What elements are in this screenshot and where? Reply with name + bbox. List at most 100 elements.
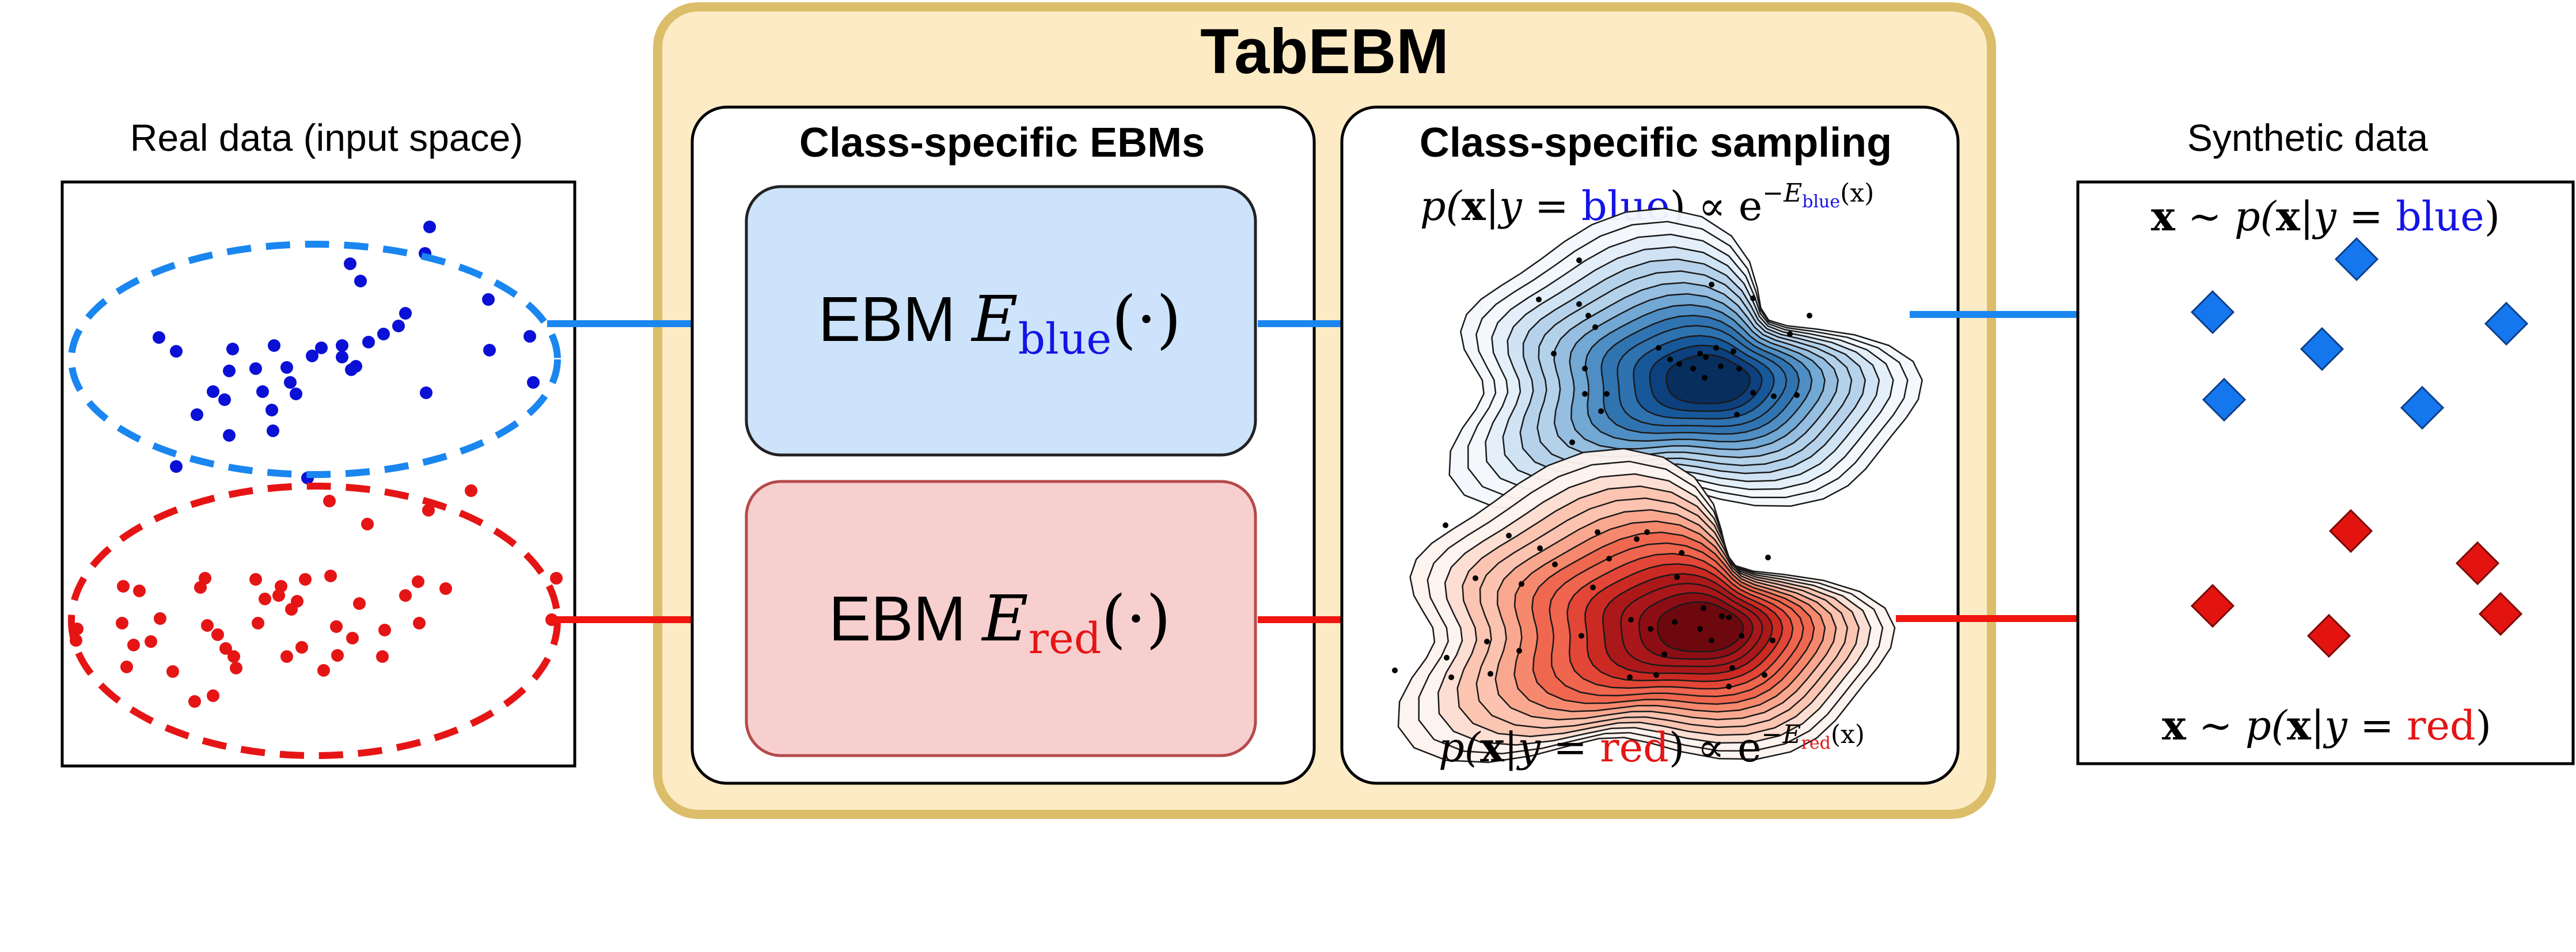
- red-density-samples: [1392, 522, 1775, 689]
- red-data-point: [227, 650, 240, 663]
- blue-data-point: [280, 361, 293, 374]
- red-data-point: [249, 573, 262, 586]
- red-data-point: [353, 597, 366, 610]
- blue-density-sample: [1656, 345, 1661, 351]
- blue-data-point: [399, 307, 412, 320]
- red-density-sample: [1648, 626, 1653, 632]
- red-data-point: [188, 695, 201, 708]
- blue-data-point: [483, 344, 496, 356]
- red-density-sample: [1590, 585, 1596, 590]
- red-density-sample: [1653, 672, 1659, 678]
- blue-data-point: [362, 336, 375, 348]
- blue-density-sample: [1569, 439, 1575, 445]
- blue-density-sample: [1667, 356, 1673, 362]
- red-density-sample: [1506, 533, 1512, 538]
- blue-density-sample: [1734, 412, 1740, 418]
- blue-data-point: [207, 385, 219, 398]
- blue-data-point: [153, 331, 165, 344]
- red-synthetic-diamond: [2306, 613, 2351, 658]
- red-data-point: [280, 650, 293, 663]
- blue-data-point: [267, 424, 279, 437]
- blue-data-point: [170, 460, 183, 473]
- red-density-sample: [1674, 574, 1680, 580]
- blue-data-point: [256, 385, 269, 398]
- red-density-sample: [1628, 617, 1634, 623]
- blue-data-point: [354, 275, 367, 287]
- red-data-point: [299, 573, 312, 586]
- density-contour: [1666, 354, 1751, 404]
- blue-density-sample: [1598, 408, 1604, 414]
- red-density-sample: [1679, 550, 1685, 556]
- red-density-sample: [1770, 638, 1775, 643]
- red-density-sample: [1762, 672, 1767, 678]
- synthetic-blue-formula: x ∼ p(x|y = blue): [2151, 192, 2500, 240]
- red-synthetic-diamond: [2328, 509, 2373, 553]
- red-data-point: [207, 689, 219, 702]
- red-density-sample: [1672, 619, 1678, 625]
- red-data-point: [295, 641, 308, 654]
- blue-data-point: [392, 320, 405, 332]
- blue-data-point: [268, 339, 280, 352]
- red-data-point: [550, 572, 563, 585]
- red-density-sample: [1444, 655, 1450, 661]
- red-density-sample: [1448, 674, 1454, 680]
- red-density-sample: [1709, 638, 1714, 643]
- blue-density-sample: [1604, 391, 1610, 397]
- red-data-point: [412, 575, 424, 588]
- blue-data-point: [420, 386, 433, 399]
- blue-density-contours: [1448, 207, 1924, 510]
- red-density-sample: [1579, 633, 1584, 639]
- red-density-sample: [1519, 581, 1524, 587]
- synthetic-red-diamonds: [2190, 509, 2523, 658]
- blue-data-point: [223, 429, 236, 442]
- blue-density-sample: [1736, 366, 1742, 371]
- blue-density-sample: [1731, 348, 1736, 354]
- red-data-point: [230, 662, 242, 674]
- blue-density-sample: [1582, 366, 1588, 371]
- blue-density-sample: [1676, 361, 1682, 367]
- ebm-red-label: EBM Ered(·): [829, 582, 1171, 663]
- blue-density-sample: [1582, 391, 1588, 397]
- blue-data-point: [423, 221, 436, 233]
- red-data-point: [154, 612, 166, 625]
- red-density-sample: [1552, 562, 1558, 567]
- red-density-sample: [1537, 545, 1543, 551]
- blue-data-point: [170, 345, 183, 358]
- red-data-point: [116, 617, 128, 629]
- red-data-point: [399, 589, 412, 602]
- blue-data-point: [306, 350, 318, 362]
- red-density-sample: [1488, 671, 1493, 677]
- blue-data-point: [336, 351, 348, 363]
- red-data-point: [346, 632, 359, 644]
- red-data-point: [422, 504, 435, 517]
- red-synthetic-diamond: [2455, 541, 2500, 586]
- red-data-point: [117, 580, 130, 593]
- sampling-red-formula: p(x|y = red) ∝ e−Ered(x): [1439, 720, 1865, 771]
- red-density-sample: [1661, 651, 1667, 657]
- blue-data-point: [377, 328, 390, 340]
- red-density-sample: [1726, 684, 1732, 689]
- blue-data-point: [290, 388, 302, 400]
- blue-synthetic-diamond: [2300, 327, 2344, 371]
- red-data-point: [259, 593, 271, 605]
- blue-synthetic-diamond: [2202, 377, 2247, 422]
- red-data-point: [376, 650, 389, 663]
- blue-data-point: [249, 362, 262, 375]
- blue-density-sample: [1709, 282, 1714, 287]
- blue-density-sample: [1592, 324, 1598, 330]
- blue-density-sample: [1750, 295, 1756, 301]
- red-density-sample: [1627, 674, 1633, 680]
- red-data-point: [323, 495, 336, 507]
- red-synthetic-diamond: [2190, 583, 2235, 628]
- synthetic-data-label: Synthetic data: [2187, 116, 2429, 159]
- blue-density-sample: [1536, 297, 1542, 302]
- blue-density-sample: [1807, 313, 1812, 318]
- red-data-point: [201, 619, 214, 632]
- blue-density-sample: [1794, 392, 1800, 398]
- blue-synthetic-diamond: [2400, 385, 2445, 430]
- red-data-point: [317, 664, 330, 677]
- ebm-blue-box: [745, 185, 1257, 457]
- red-density-sample: [1606, 556, 1612, 562]
- red-density-sample: [1697, 626, 1703, 632]
